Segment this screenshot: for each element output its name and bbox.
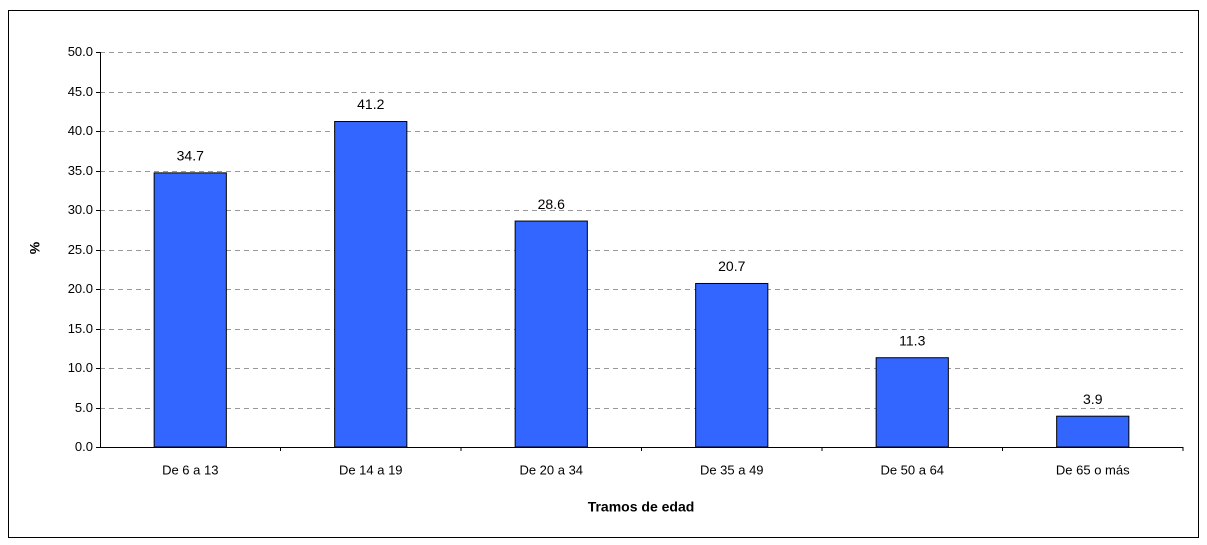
y-tick-label: 50.0 xyxy=(68,44,93,59)
bar xyxy=(695,282,769,448)
data-label: 28.6 xyxy=(538,196,565,212)
bar xyxy=(153,172,227,448)
x-tick-label: De 50 a 64 xyxy=(880,462,944,477)
y-tick-label: 5.0 xyxy=(75,400,93,415)
data-label: 3.9 xyxy=(1083,391,1103,407)
y-tick-label: 20.0 xyxy=(68,281,93,296)
bar xyxy=(334,121,408,448)
y-tick-label: 45.0 xyxy=(68,84,93,99)
x-tick-label: De 65 o más xyxy=(1056,462,1130,477)
x-axis-label: Tramos de edad xyxy=(588,499,695,515)
x-tick-label: De 20 a 34 xyxy=(519,462,583,477)
bar xyxy=(1056,415,1130,448)
data-label: 34.7 xyxy=(177,148,204,164)
bar xyxy=(875,357,949,448)
y-tick-label: 35.0 xyxy=(68,163,93,178)
x-tick-label: De 14 a 19 xyxy=(339,462,403,477)
y-axis-label: % xyxy=(27,241,43,254)
y-tick-label: 40.0 xyxy=(68,123,93,138)
y-tick-label: 0.0 xyxy=(75,439,93,454)
data-label: 41.2 xyxy=(357,96,384,112)
data-label: 20.7 xyxy=(718,258,745,274)
y-tick-label: 30.0 xyxy=(68,202,93,217)
x-tick-label: De 6 a 13 xyxy=(162,462,218,477)
y-tick-label: 25.0 xyxy=(68,242,93,257)
y-tick-label: 10.0 xyxy=(68,360,93,375)
data-label: 11.3 xyxy=(899,332,925,348)
x-tick-label: De 35 a 49 xyxy=(700,462,764,477)
y-tick-label: 15.0 xyxy=(68,321,93,336)
bar xyxy=(514,220,588,448)
